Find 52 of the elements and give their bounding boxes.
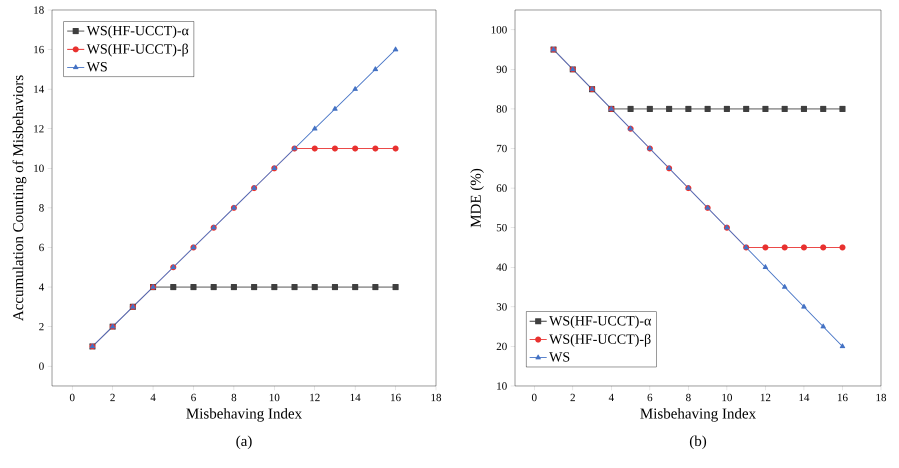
x-axis-title: Misbehaving Index — [186, 408, 302, 422]
text: (a) — [236, 436, 252, 450]
y-tick-label: 16 — [34, 46, 44, 54]
x-tick-label: 10 — [722, 394, 732, 402]
x-tick-label: 0 — [70, 394, 75, 402]
x-tick-label: 12 — [310, 394, 320, 402]
x-tick-label: 12 — [760, 394, 770, 402]
x-tick-label: 16 — [838, 394, 848, 402]
legend-label: WS — [86, 62, 107, 72]
x-tick-label: 14 — [799, 394, 810, 402]
x-tick-label: 18 — [876, 394, 886, 402]
x-tick-label: 2 — [110, 394, 115, 402]
y-tick-label: 8 — [39, 204, 44, 212]
x-tick-label: 16 — [391, 394, 401, 402]
x-tick-label: 4 — [608, 394, 614, 402]
y-tick-label: 6 — [39, 244, 44, 252]
y-tick-label: 14 — [34, 86, 44, 93]
y-tick-label: 60 — [496, 184, 507, 192]
y-tick-label: 100 — [492, 26, 507, 34]
y-tick-label: 70 — [496, 144, 507, 152]
x-tick-label: 4 — [150, 394, 156, 402]
text: (b) — [690, 436, 706, 450]
y-tick-label: 30 — [496, 303, 507, 311]
legend-label: WS(HF-UCCT)-β — [86, 44, 188, 57]
x-tick-label: 6 — [191, 394, 196, 402]
y-tick-label: 12 — [34, 125, 44, 132]
y-tick-label: 10 — [34, 164, 44, 172]
y-tick-label: 2 — [39, 322, 44, 330]
legend-label: WS(HF-UCCT)-α — [549, 316, 652, 328]
x-tick-label: 0 — [532, 394, 537, 402]
y-tick-label: 40 — [496, 264, 507, 271]
x-axis-title: Misbehaving Index — [640, 408, 756, 422]
y-axis-title: MDE (%) — [470, 168, 484, 228]
y-tick-label: 0 — [39, 362, 44, 370]
y-tick-label: 4 — [38, 283, 44, 291]
y-tick-label: 20 — [496, 342, 507, 350]
y-tick-label: 18 — [34, 6, 44, 14]
x-tick-label: 10 — [270, 394, 280, 402]
y-tick-label: 50 — [496, 224, 507, 232]
x-tick-label: 18 — [431, 394, 442, 402]
x-tick-label: 6 — [648, 394, 652, 402]
y-axis-title: Accumulation Counting of Misbehaviors — [12, 75, 26, 321]
x-tick-label: 14 — [350, 394, 360, 402]
x-tick-label: 8 — [232, 394, 236, 402]
x-tick-label: 2 — [570, 394, 575, 402]
y-tick-label: 90 — [496, 66, 507, 74]
y-tick-label: 10 — [497, 382, 507, 390]
legend-label: WS(HF-UCCT)-α — [86, 25, 189, 38]
legend-label: WS(HF-UCCT)-β — [549, 334, 651, 347]
x-tick-label: 8 — [686, 394, 691, 402]
y-tick-label: 80 — [496, 105, 507, 113]
legend-label: WS — [549, 352, 570, 362]
